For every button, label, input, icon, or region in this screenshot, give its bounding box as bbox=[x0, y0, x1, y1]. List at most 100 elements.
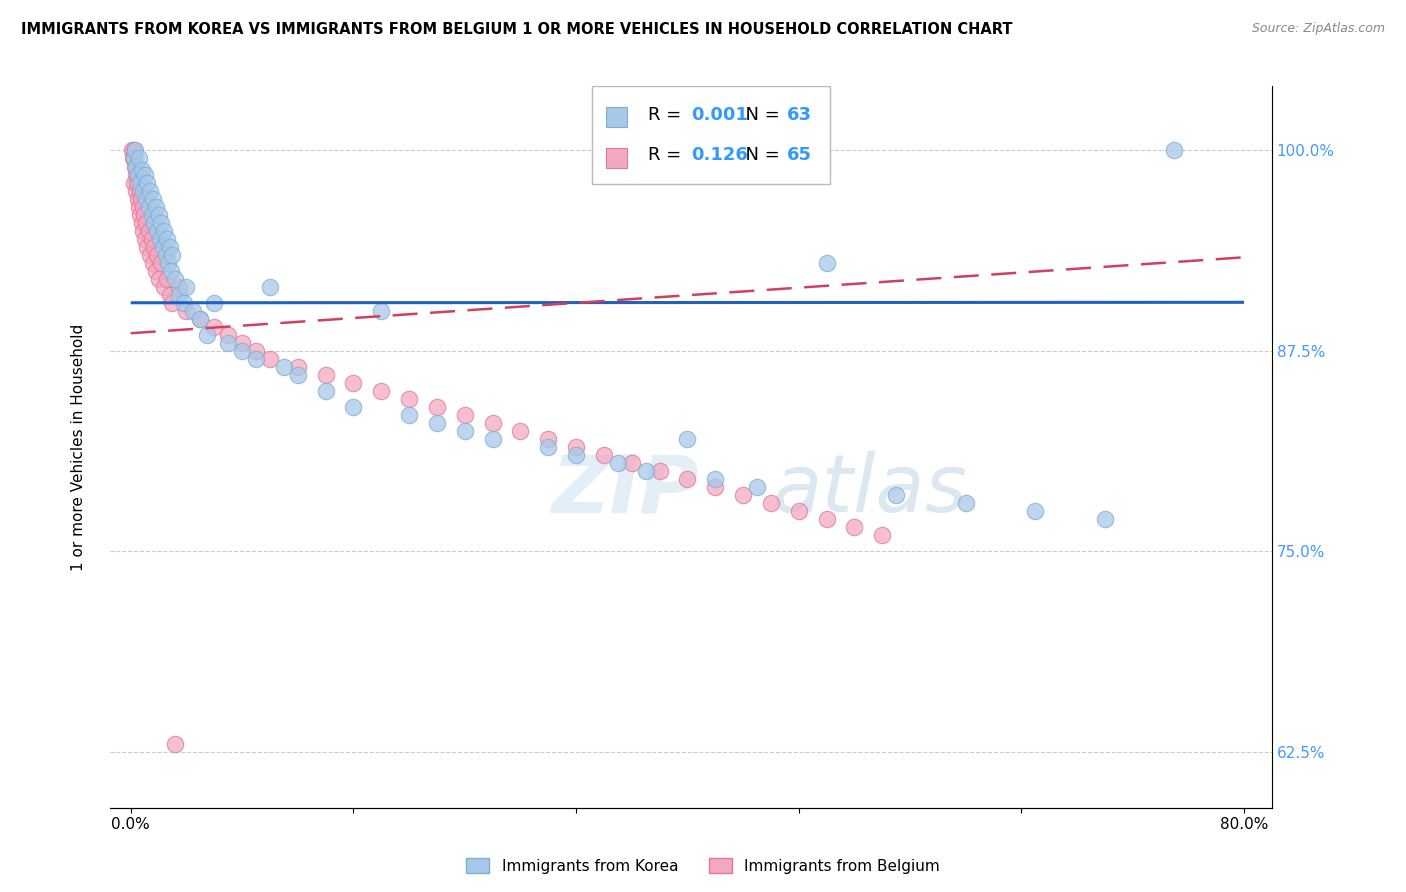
Point bbox=[259, 351, 281, 366]
Point bbox=[145, 200, 167, 214]
Point bbox=[815, 512, 838, 526]
Point bbox=[143, 216, 166, 230]
Point bbox=[149, 232, 172, 246]
Point bbox=[188, 311, 211, 326]
Legend: Immigrants from Korea, Immigrants from Belgium: Immigrants from Korea, Immigrants from B… bbox=[460, 852, 946, 880]
Text: 0.001: 0.001 bbox=[690, 106, 748, 124]
Point bbox=[131, 162, 153, 177]
Point bbox=[124, 144, 146, 158]
Point bbox=[145, 263, 167, 277]
Text: R =: R = bbox=[648, 146, 688, 164]
Point bbox=[426, 416, 449, 430]
Point bbox=[135, 216, 157, 230]
Point bbox=[231, 343, 253, 358]
Point bbox=[124, 168, 146, 182]
Point bbox=[160, 263, 183, 277]
Point bbox=[129, 192, 152, 206]
Point bbox=[183, 303, 205, 318]
Point bbox=[259, 279, 281, 293]
Point bbox=[398, 408, 420, 422]
Point bbox=[273, 359, 295, 374]
Point bbox=[217, 327, 239, 342]
Point bbox=[342, 400, 364, 414]
Point bbox=[121, 144, 143, 158]
Point bbox=[129, 176, 152, 190]
Point bbox=[125, 176, 148, 190]
Point bbox=[315, 384, 337, 398]
Point bbox=[128, 184, 150, 198]
Text: N =: N = bbox=[734, 106, 786, 124]
Point bbox=[131, 216, 153, 230]
Text: Source: ZipAtlas.com: Source: ZipAtlas.com bbox=[1251, 22, 1385, 36]
Point bbox=[245, 351, 267, 366]
FancyBboxPatch shape bbox=[592, 87, 831, 184]
Point bbox=[138, 200, 160, 214]
Point bbox=[426, 400, 449, 414]
Point bbox=[704, 480, 727, 494]
Point bbox=[759, 496, 782, 510]
Point bbox=[1163, 144, 1185, 158]
Point bbox=[165, 737, 187, 751]
Point bbox=[139, 248, 162, 262]
FancyBboxPatch shape bbox=[606, 107, 627, 128]
Point bbox=[124, 160, 146, 174]
Point bbox=[146, 224, 169, 238]
Point bbox=[787, 504, 810, 518]
Point bbox=[245, 343, 267, 358]
Point bbox=[176, 303, 198, 318]
Point bbox=[139, 184, 162, 198]
Point bbox=[134, 232, 156, 246]
Point bbox=[188, 311, 211, 326]
Point bbox=[509, 424, 531, 438]
Point bbox=[155, 248, 177, 262]
Point bbox=[1094, 512, 1116, 526]
Point bbox=[153, 224, 176, 238]
Point bbox=[136, 240, 159, 254]
Point bbox=[731, 488, 754, 502]
Point bbox=[370, 384, 392, 398]
Point bbox=[745, 480, 768, 494]
Point bbox=[884, 488, 907, 502]
Point bbox=[287, 368, 309, 382]
Point bbox=[138, 224, 160, 238]
Point bbox=[481, 432, 503, 446]
Point bbox=[127, 192, 149, 206]
Point bbox=[870, 528, 893, 542]
Point bbox=[132, 224, 155, 238]
Point bbox=[157, 255, 180, 269]
Point bbox=[315, 368, 337, 382]
Text: 63: 63 bbox=[787, 106, 813, 124]
Text: atlas: atlas bbox=[772, 451, 967, 529]
Point bbox=[127, 168, 149, 182]
Point bbox=[146, 248, 169, 262]
Point bbox=[142, 255, 165, 269]
Point bbox=[132, 184, 155, 198]
Point bbox=[132, 208, 155, 222]
Point bbox=[169, 279, 191, 293]
FancyBboxPatch shape bbox=[606, 148, 627, 168]
Point bbox=[195, 327, 218, 342]
Point bbox=[165, 271, 187, 285]
Point bbox=[844, 520, 866, 534]
Point bbox=[159, 240, 181, 254]
Point bbox=[129, 208, 152, 222]
Point bbox=[125, 184, 148, 198]
Point bbox=[162, 295, 184, 310]
Point bbox=[152, 240, 174, 254]
Point bbox=[150, 255, 173, 269]
Point bbox=[537, 440, 560, 454]
Text: R =: R = bbox=[648, 106, 688, 124]
Text: 0.126: 0.126 bbox=[690, 146, 748, 164]
Text: ZIP: ZIP bbox=[551, 451, 699, 529]
Point bbox=[131, 200, 153, 214]
Point bbox=[141, 232, 163, 246]
Point bbox=[370, 303, 392, 318]
Point bbox=[565, 440, 588, 454]
Point bbox=[121, 152, 143, 166]
Point bbox=[134, 168, 156, 182]
Point bbox=[125, 160, 148, 174]
Text: 65: 65 bbox=[787, 146, 813, 164]
Point bbox=[127, 168, 149, 182]
Point bbox=[481, 416, 503, 430]
Text: N =: N = bbox=[734, 146, 786, 164]
